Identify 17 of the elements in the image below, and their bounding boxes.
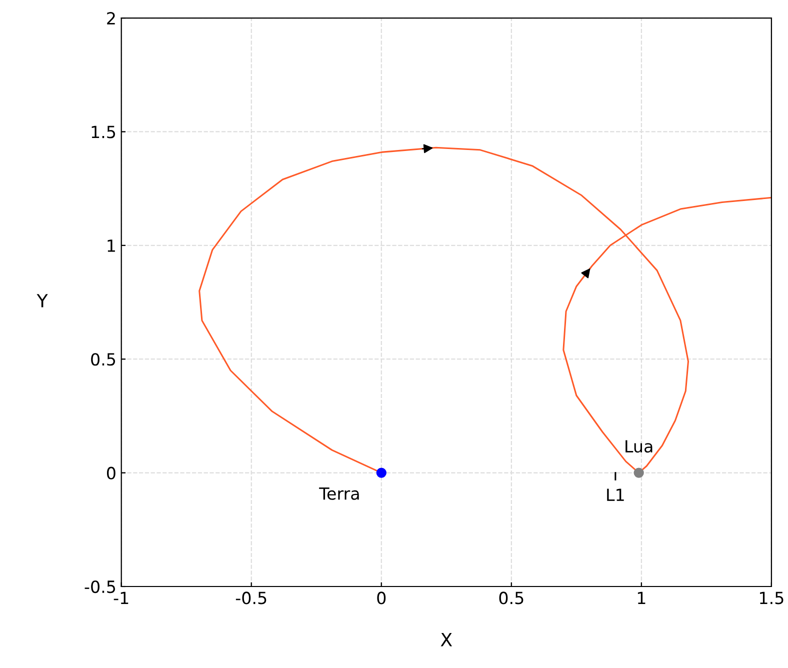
y-tick-label: 0.5 — [91, 353, 116, 366]
series-label: Terra — [319, 487, 359, 500]
y-tick-label: 1.5 — [92, 126, 116, 138]
x-tick-label: -1 — [114, 592, 128, 604]
y-tick-label: 1 — [108, 240, 115, 252]
x-tick-label: 0 — [377, 592, 386, 604]
y-tick-label: 2 — [107, 12, 115, 24]
y-tick-label: 0 — [106, 466, 116, 480]
x-tick-label: 0.5 — [499, 592, 524, 604]
x-tick-label: 1.5 — [760, 592, 784, 604]
x-tick-label: -0.5 — [236, 592, 266, 604]
series-label: Lua — [626, 440, 652, 453]
y-axis-title: Y — [36, 294, 48, 308]
x-axis-title: X — [440, 633, 452, 646]
y-tick-label: -0.5 — [84, 580, 116, 594]
x-tick-label: 1 — [638, 592, 646, 604]
series-label: L1 — [607, 488, 624, 501]
